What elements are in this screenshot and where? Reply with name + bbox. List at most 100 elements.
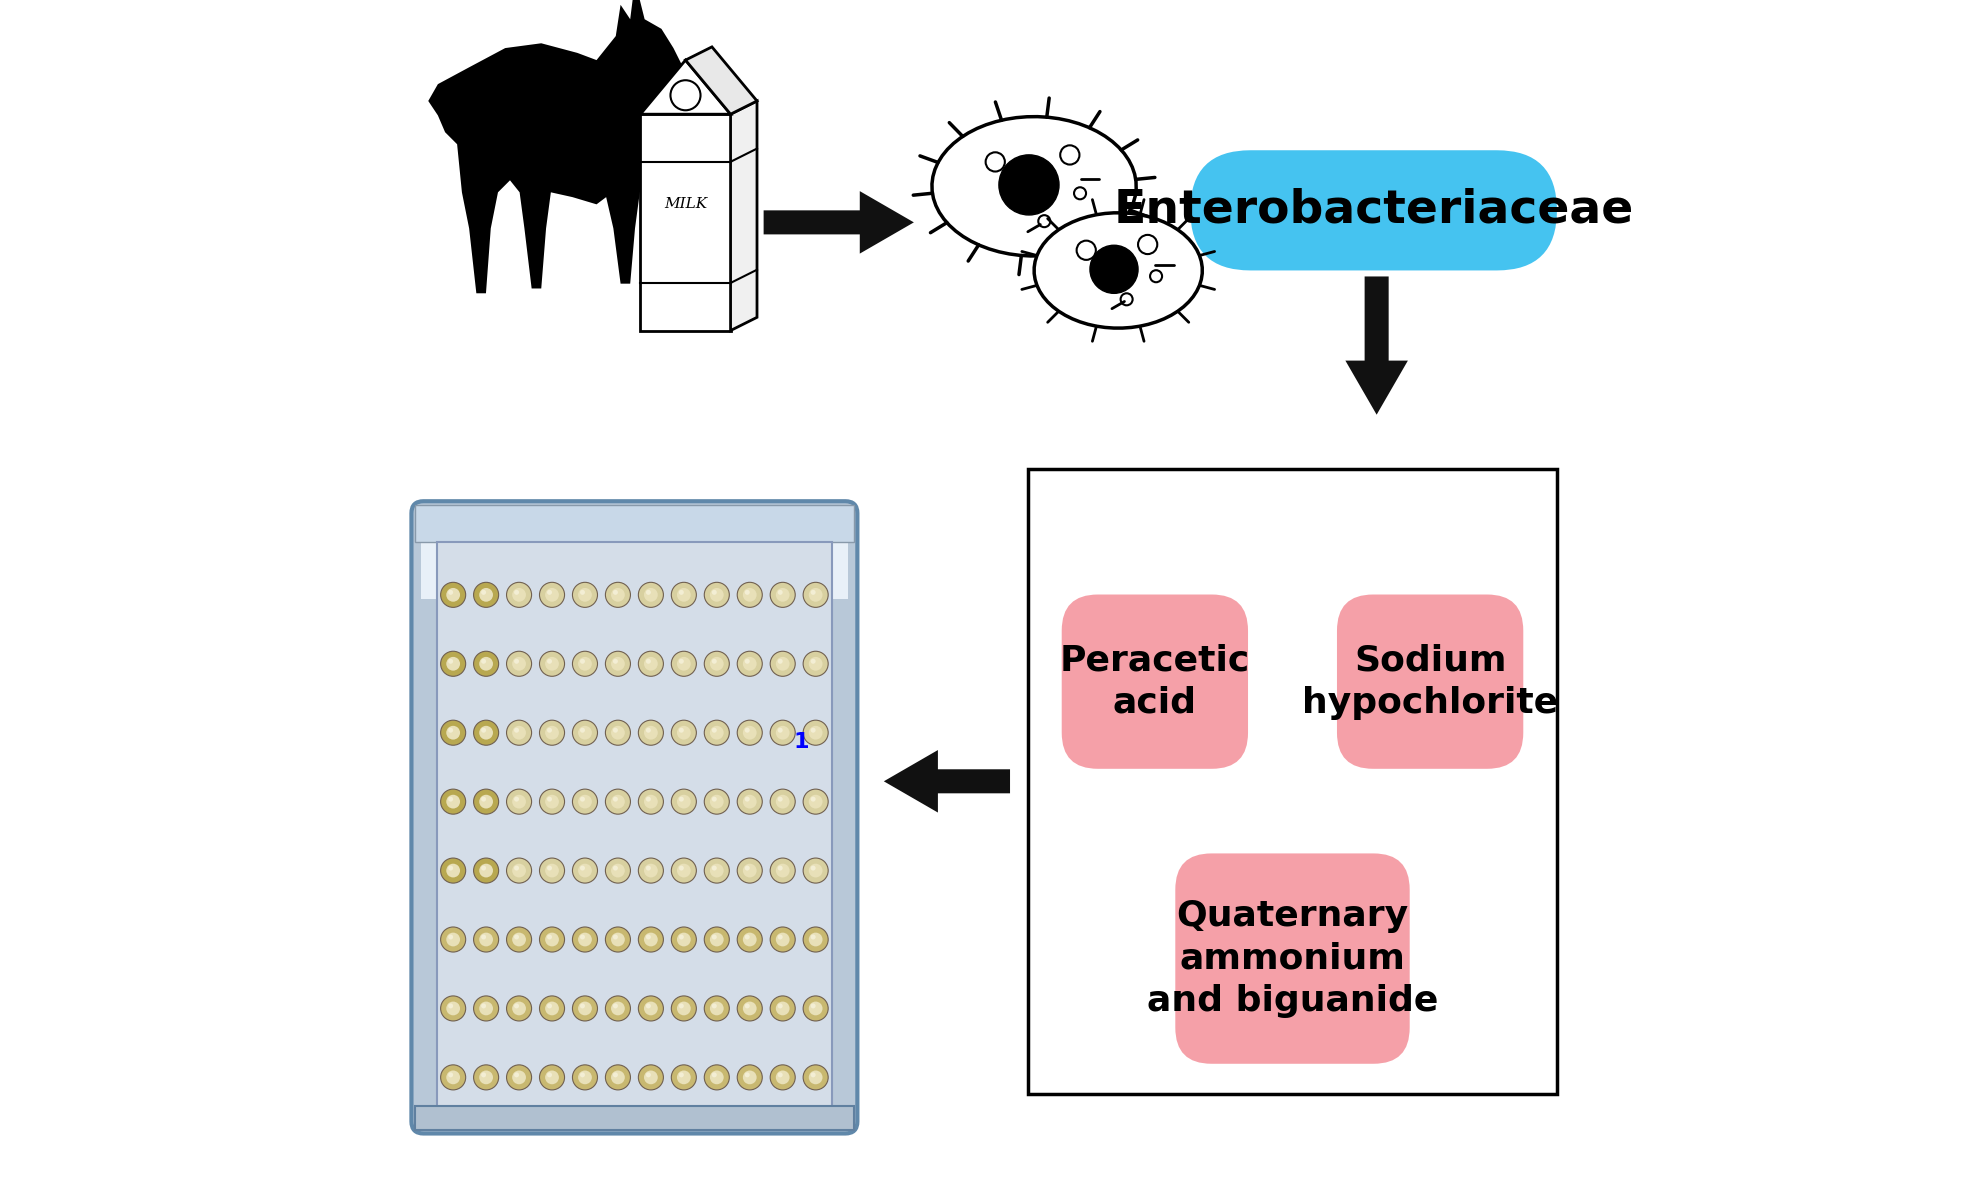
Circle shape (770, 651, 796, 677)
Circle shape (512, 588, 526, 602)
Circle shape (1151, 270, 1163, 282)
Circle shape (704, 790, 730, 814)
Circle shape (738, 1065, 762, 1090)
Circle shape (480, 864, 492, 877)
Circle shape (506, 651, 532, 677)
Circle shape (611, 588, 625, 602)
Circle shape (804, 858, 827, 883)
Circle shape (647, 1004, 651, 1008)
FancyBboxPatch shape (1337, 595, 1524, 769)
Circle shape (742, 656, 756, 671)
Circle shape (811, 659, 815, 664)
Circle shape (647, 797, 651, 802)
Circle shape (573, 651, 597, 677)
Circle shape (704, 651, 730, 677)
Circle shape (811, 797, 815, 802)
Bar (421, 524, 847, 599)
Circle shape (770, 996, 796, 1020)
Circle shape (548, 659, 552, 664)
Circle shape (778, 1004, 784, 1008)
Circle shape (645, 1001, 659, 1016)
Circle shape (506, 927, 532, 952)
Polygon shape (641, 114, 730, 331)
Circle shape (474, 1065, 498, 1090)
Circle shape (647, 934, 651, 940)
Circle shape (448, 590, 452, 595)
Circle shape (671, 996, 696, 1020)
Circle shape (480, 656, 492, 671)
Circle shape (744, 727, 750, 733)
Circle shape (613, 865, 617, 870)
Circle shape (738, 996, 762, 1020)
Circle shape (738, 858, 762, 883)
Polygon shape (932, 117, 1137, 256)
Circle shape (573, 927, 597, 952)
Circle shape (742, 1001, 756, 1016)
Circle shape (804, 651, 827, 677)
Circle shape (540, 1065, 565, 1090)
Circle shape (605, 927, 631, 952)
Circle shape (742, 795, 756, 809)
Circle shape (613, 934, 617, 940)
Circle shape (738, 790, 762, 814)
Circle shape (639, 1065, 663, 1090)
Circle shape (742, 864, 756, 877)
Circle shape (480, 659, 486, 664)
Circle shape (613, 1004, 617, 1008)
Circle shape (480, 1071, 492, 1084)
Text: MILK: MILK (665, 197, 706, 212)
Circle shape (647, 865, 651, 870)
Circle shape (480, 865, 486, 870)
Circle shape (512, 795, 526, 809)
Circle shape (605, 996, 631, 1020)
Circle shape (671, 1065, 696, 1090)
Circle shape (679, 1072, 684, 1077)
Circle shape (677, 1001, 690, 1016)
Circle shape (577, 656, 591, 671)
Circle shape (512, 726, 526, 739)
Circle shape (440, 1065, 466, 1090)
Circle shape (1059, 145, 1079, 165)
Circle shape (514, 934, 520, 940)
Circle shape (738, 927, 762, 952)
Circle shape (742, 588, 756, 602)
Circle shape (548, 590, 552, 595)
Circle shape (506, 790, 532, 814)
Circle shape (548, 1004, 552, 1008)
Circle shape (1038, 215, 1050, 227)
Circle shape (506, 996, 532, 1020)
Circle shape (446, 795, 460, 809)
Circle shape (744, 865, 750, 870)
Circle shape (480, 590, 486, 595)
Circle shape (1139, 234, 1157, 254)
Circle shape (579, 659, 585, 664)
Circle shape (540, 790, 565, 814)
FancyBboxPatch shape (411, 501, 857, 1133)
Circle shape (811, 1072, 815, 1077)
Circle shape (577, 726, 591, 739)
Circle shape (671, 720, 696, 745)
Circle shape (474, 927, 498, 952)
Circle shape (548, 797, 552, 802)
Circle shape (440, 582, 466, 607)
Circle shape (548, 934, 552, 940)
Circle shape (645, 1071, 659, 1084)
Circle shape (671, 582, 696, 607)
Circle shape (546, 1001, 559, 1016)
Circle shape (573, 582, 597, 607)
Circle shape (647, 1072, 651, 1077)
Circle shape (778, 1072, 784, 1077)
Text: Enterobacteriaceae: Enterobacteriaceae (1113, 188, 1633, 233)
Polygon shape (1034, 213, 1202, 328)
Circle shape (645, 933, 659, 946)
Circle shape (677, 795, 690, 809)
Circle shape (605, 651, 631, 677)
Circle shape (639, 582, 663, 607)
Circle shape (770, 582, 796, 607)
Circle shape (679, 727, 684, 733)
Circle shape (710, 933, 724, 946)
Circle shape (480, 726, 492, 739)
Circle shape (512, 1071, 526, 1084)
Text: Peracetic
acid: Peracetic acid (1059, 643, 1250, 720)
Circle shape (645, 795, 659, 809)
